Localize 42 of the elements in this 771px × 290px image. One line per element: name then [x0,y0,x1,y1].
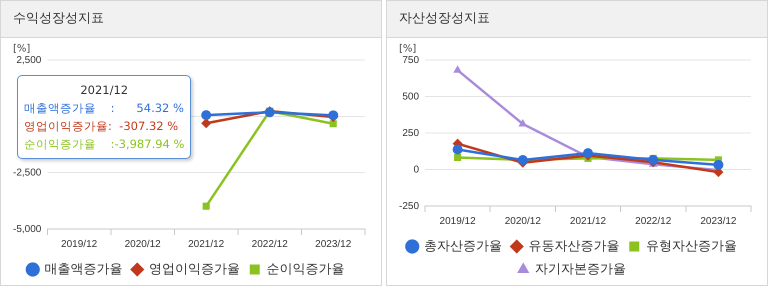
y-tick-label: 2,500 [16,54,42,66]
legend-label: 순이익증가율 [266,262,344,277]
x-tick-label: 2022/12 [635,216,672,227]
annotation: 매출액증가율 : 54.32 % [24,100,184,117]
point [648,154,658,165]
point [201,110,212,120]
y-tick-label: -250 [399,200,420,212]
point [202,202,210,210]
point [330,120,337,128]
legend-label: 영업이익증가율 [148,262,240,277]
point [201,118,212,128]
legend-label: 총자산증가율 [424,238,502,254]
x-tick-label: 2020/12 [504,216,542,227]
y-tick-label: 500 [402,91,420,102]
point [452,144,463,154]
x-tick-label: 2021/12 [188,238,225,250]
legend-label: 매출액증가율 [44,262,122,277]
legend-label: 자기자본증가율 [534,262,626,277]
x-tick-label: 2019/12 [440,216,476,227]
y-axis-title: [%] [13,44,30,55]
point [454,154,462,162]
x-tick-label: 2023/12 [315,238,352,250]
y-tick-label: -5,000 [12,224,42,235]
x-tick-label: 2022/12 [252,238,288,250]
chart-title: 수익성장성지표 [1,1,381,38]
annotation: 2021/12 [79,82,130,99]
point [713,160,724,170]
x-tick-label: 2019/12 [61,238,98,250]
y-tick-label: 0 [413,164,420,176]
point [453,65,462,73]
legend-label: 유동자산증가율 [528,238,620,254]
x-tick-label: 2020/12 [124,238,162,250]
annotation: 영업이익증가율: -307.32 % [24,118,180,135]
y-tick-label: 250 [402,128,420,139]
y-axis-title: [%] [399,44,416,55]
chart-title: 자산성장성지표 [387,1,767,38]
y-tick-label: -2,500 [12,167,42,178]
y-tick-label: 750 [402,54,420,66]
x-tick-label: 2021/12 [570,216,607,227]
legend-label: 유형자산증가율 [646,238,737,254]
x-tick-label: 2023/12 [700,216,737,227]
annotation: 순이익증가율 :-3,987.94 % [24,136,184,153]
